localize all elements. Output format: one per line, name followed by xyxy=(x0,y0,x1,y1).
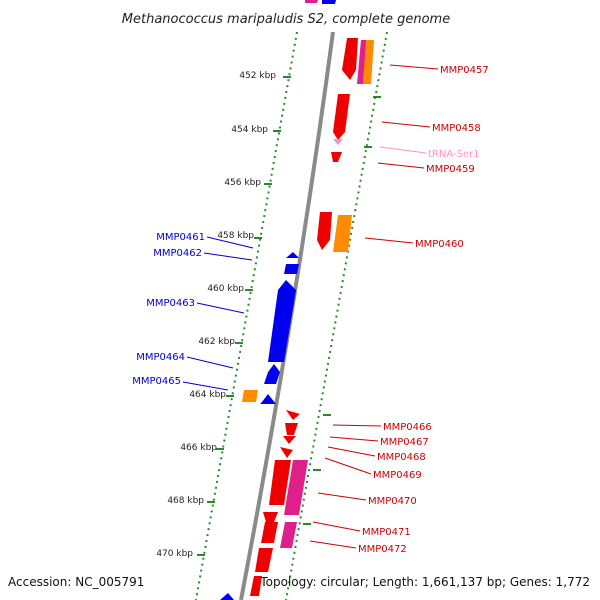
gene-arrow-mmp0459[interactable] xyxy=(331,152,342,162)
tick-label: 456 kbp xyxy=(224,178,261,188)
gene-arrow-mmp0470b[interactable] xyxy=(284,460,308,515)
gene-arrow-mmp0467[interactable] xyxy=(285,423,298,435)
gene-arrow-mmp0457c[interactable] xyxy=(363,40,374,84)
gene-arrow-mmp0469[interactable] xyxy=(280,447,293,458)
reverse-features xyxy=(220,252,299,600)
gene-arrow-mmp0462[interactable] xyxy=(284,264,299,274)
gene-label[interactable]: MMP0469 xyxy=(373,470,422,481)
tick-label: 466 kbp xyxy=(180,443,217,453)
gene-label[interactable]: tRNA-Ser1 xyxy=(428,149,480,160)
gene-label[interactable]: MMP0466 xyxy=(383,422,432,433)
gene-label[interactable]: MMP0468 xyxy=(377,452,426,463)
reverse-label-lines xyxy=(182,236,254,391)
gene-label[interactable]: MMP0458 xyxy=(432,123,481,134)
forward-label-lines xyxy=(309,64,439,549)
gene-label[interactable]: MMP0460 xyxy=(415,239,464,250)
tick-label: 458 kbp xyxy=(217,231,254,241)
gene-label[interactable]: MMP0459 xyxy=(426,164,475,175)
gene-label[interactable]: MMP0461 xyxy=(156,232,205,243)
trna-label-line xyxy=(379,146,427,154)
gene-arrow-mmp0464[interactable] xyxy=(264,364,280,384)
inner-guide-line xyxy=(195,31,298,600)
gene-arrow-mmp0472[interactable] xyxy=(280,522,297,548)
gene-label[interactable]: MMP0463 xyxy=(146,298,195,309)
gene-label[interactable]: MMP0471 xyxy=(362,527,411,538)
gene-arrow-mmp0460[interactable] xyxy=(317,212,332,250)
forward-features xyxy=(250,38,374,596)
tick-label: 462 kbp xyxy=(198,337,235,347)
tick-label: 452 kbp xyxy=(239,71,276,81)
gene-arrow-lower[interactable] xyxy=(255,548,273,572)
gene-arrow-mmp0461[interactable] xyxy=(286,252,299,258)
gene-arrow-mmp0468[interactable] xyxy=(283,436,296,444)
tick-label: 454 kbp xyxy=(231,125,268,135)
gene-arrow-mmp0466[interactable] xyxy=(286,410,300,420)
topology-summary: Topology: circular; Length: 1,661,137 bp… xyxy=(259,575,590,589)
gene-arrow-bottom[interactable] xyxy=(250,576,262,596)
gene-arrow-top-pink[interactable] xyxy=(305,0,318,3)
tick-label: 464 kbp xyxy=(189,390,226,400)
gene-arrow-mmp0463[interactable] xyxy=(268,280,296,362)
gene-label[interactable]: MMP0472 xyxy=(358,544,407,555)
gene-label[interactable]: MMP0465 xyxy=(132,376,181,387)
gene-arrow-mmp0465[interactable] xyxy=(242,390,258,402)
gene-arrow-mmp0460b[interactable] xyxy=(333,215,352,252)
gene-arrow-mmp0465b[interactable] xyxy=(260,394,276,404)
tick-label: 470 kbp xyxy=(156,549,193,559)
accession-text: Accession: NC_005791 xyxy=(8,575,144,589)
tick-label: 460 kbp xyxy=(207,284,244,294)
gene-arrow-mmp0457[interactable] xyxy=(342,38,358,80)
gene-label[interactable]: MMP0467 xyxy=(380,437,429,448)
gene-label[interactable]: MMP0457 xyxy=(440,65,489,76)
outer-guide-line xyxy=(285,31,388,600)
ruler-ticks xyxy=(197,76,381,556)
trna-ser1[interactable] xyxy=(333,139,343,145)
gene-label[interactable]: MMP0470 xyxy=(368,496,417,507)
tick-label: 468 kbp xyxy=(167,496,204,506)
gene-arrow-mmp0471b[interactable] xyxy=(261,522,278,543)
gene-arrow-mmp0471[interactable] xyxy=(263,512,278,522)
gene-arrow-mmp0458[interactable] xyxy=(333,94,350,140)
gene-arrow-top-blue[interactable] xyxy=(322,0,336,4)
gene-label[interactable]: MMP0462 xyxy=(153,248,202,259)
gene-arrow-bottom-rev[interactable] xyxy=(220,593,234,600)
map-title: Methanococcus maripaludis S2, complete g… xyxy=(122,12,450,27)
gene-arrow-mmp0470[interactable] xyxy=(269,460,291,505)
gene-label[interactable]: MMP0464 xyxy=(136,352,185,363)
